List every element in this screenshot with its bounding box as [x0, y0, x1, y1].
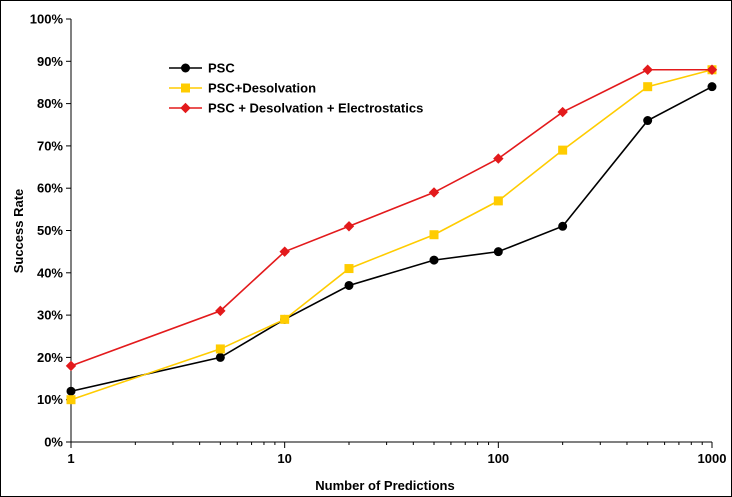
legend-marker	[181, 83, 190, 93]
data-point	[344, 280, 354, 290]
legend-item: PSC	[169, 61, 235, 76]
data-point	[65, 360, 77, 372]
data-point	[428, 187, 440, 198]
y-tick-label: 50%	[37, 223, 63, 238]
x-tick-label: 1	[67, 451, 74, 466]
x-tick-label: 100	[487, 451, 509, 466]
data-point	[344, 264, 354, 274]
data-point	[66, 395, 76, 405]
legend-item: PSC + Desolvation + Electrostatics	[169, 101, 423, 116]
legend-marker	[180, 102, 191, 114]
legend: PSC PSC+Desolvation PSC + Desolvation + El…	[169, 61, 423, 116]
y-tick-label: 40%	[37, 265, 63, 280]
y-tick-label: 100%	[30, 12, 64, 27]
y-tick-label: 10%	[37, 392, 63, 407]
legend-label: PSC + Desolvation + Electrostatics	[208, 101, 423, 116]
data-point	[706, 64, 718, 75]
data-point	[280, 314, 290, 324]
data-point	[643, 82, 653, 92]
y-tick-label: 0%	[44, 435, 63, 450]
x-axis-title: Number of Predictions	[315, 478, 454, 493]
x-tick-label: 1000	[698, 451, 727, 466]
y-tick-label: 80%	[37, 96, 63, 111]
y-tick-label: 90%	[37, 54, 63, 69]
data-point	[558, 221, 568, 231]
series-2	[66, 65, 717, 405]
axes	[66, 18, 713, 448]
data-point	[643, 116, 653, 126]
x-tick-label: 10	[277, 451, 291, 466]
series-line	[70, 68, 713, 401]
y-tick-label: 30%	[37, 308, 63, 323]
legend-label: PSC+Desolvation	[208, 81, 316, 96]
data-point	[493, 196, 503, 206]
data-point	[558, 145, 568, 155]
legend-marker	[181, 63, 190, 73]
data-point	[429, 255, 439, 265]
data-point	[707, 82, 717, 92]
data-point	[66, 386, 76, 396]
y-tick-label: 20%	[37, 350, 63, 365]
data-point	[493, 247, 503, 257]
data-point	[429, 230, 439, 240]
series-layer	[65, 64, 718, 405]
series-3	[65, 64, 718, 372]
y-tick-label: 60%	[37, 181, 63, 196]
data-point	[493, 153, 504, 164]
data-point	[279, 246, 290, 257]
y-tick-label: 70%	[37, 138, 63, 153]
series-line	[70, 85, 713, 393]
data-point	[215, 344, 225, 354]
y-axis-title-group: Success Rate	[11, 189, 26, 274]
data-point	[343, 221, 355, 232]
data-point	[557, 106, 568, 118]
legend-label: PSC	[208, 61, 235, 76]
legend-item: PSC+Desolvation	[169, 81, 316, 96]
y-axis-title: Success Rate	[11, 189, 26, 274]
data-point	[215, 352, 225, 362]
tick-labels: 0% 10% 20% 30% 40% 50% 60% 70% 80% 90% 100% 1 10 100 1…	[30, 12, 727, 467]
data-point	[642, 64, 653, 75]
data-point	[215, 305, 226, 317]
series-1	[66, 82, 717, 396]
